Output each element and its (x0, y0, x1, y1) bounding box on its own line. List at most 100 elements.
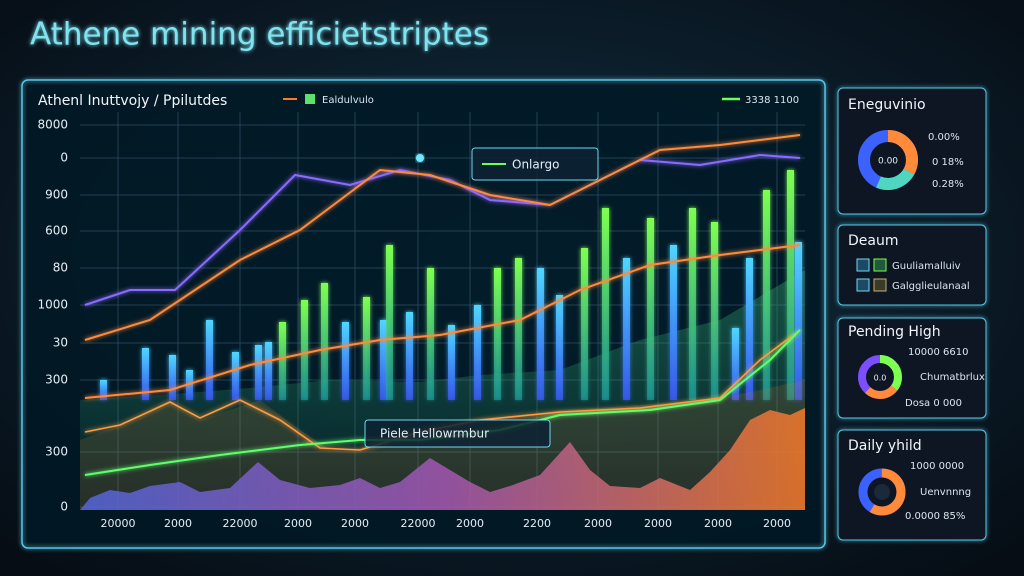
side-panel-title: Pending High (848, 324, 941, 340)
side-panel-label: Dosa 0 000 (905, 398, 962, 409)
line-series (84, 134, 801, 341)
bar (746, 258, 753, 400)
bar (342, 322, 349, 400)
side-panel-label: 0.28% (932, 179, 964, 190)
y-axis-label: 8000 (37, 118, 68, 132)
donut-center-label: 0.0 (874, 374, 887, 383)
y-axis-label: 900 (45, 188, 68, 202)
bar (537, 268, 544, 400)
side-panel-label: 0.00% (928, 132, 960, 143)
donut (858, 468, 906, 516)
side-panel-label: 1000 0000 (910, 461, 964, 472)
legend-label: 3338 1100 (745, 95, 799, 106)
bar (602, 208, 609, 400)
donut: 0.00 (858, 130, 918, 190)
x-axis-label: 2000 (763, 517, 791, 530)
bar (448, 325, 455, 400)
y-axis-label: 1000 (37, 298, 68, 312)
x-axis-label: 2000 (456, 517, 484, 530)
side-panel-title: Deaum (848, 233, 898, 249)
side-panel-label: Chumatbrlux (920, 372, 985, 383)
y-axis-label: 600 (45, 224, 68, 238)
line-series (84, 329, 801, 451)
side-panel-label: Uenvnnng (920, 487, 971, 498)
legend-swatch (856, 278, 870, 292)
bar (255, 345, 262, 400)
legend-label: Galgglieulanaal (892, 281, 970, 292)
line-series (84, 153, 801, 306)
x-axis-label: 22000 (223, 517, 258, 530)
area-series (80, 408, 805, 510)
side-panel-label: 0 18% (932, 157, 964, 168)
side-panel-label: 0.0000 85% (905, 511, 965, 522)
donut-segment (858, 355, 902, 399)
donut-hole (874, 484, 890, 500)
donut-segment (858, 130, 918, 190)
callout (364, 419, 551, 448)
bar (406, 312, 413, 400)
donut-segment (858, 355, 902, 399)
bar (581, 248, 588, 400)
y-axis-label: 30 (53, 336, 68, 350)
legend-swatch (305, 94, 315, 104)
y-axis-label: 80 (53, 261, 68, 275)
bar (623, 258, 630, 400)
x-axis-label: 2000 (584, 517, 612, 530)
bar (763, 190, 770, 400)
bar (301, 300, 308, 400)
page-title: Athene mining efficietstriptes (30, 17, 489, 53)
bar (787, 170, 794, 400)
bar (265, 342, 272, 400)
bar (494, 268, 501, 400)
y-axis-label: 0 (60, 151, 68, 165)
callout-label: Piele Hellowrmbur (380, 427, 489, 441)
bar (321, 283, 328, 400)
bar (515, 258, 522, 400)
x-axis-label: 2000 (704, 517, 732, 530)
bar (386, 245, 393, 400)
x-axis-label: 2000 (341, 517, 369, 530)
bar (474, 305, 481, 400)
donut-center-label: 0.00 (878, 157, 898, 167)
bar (689, 208, 696, 400)
bar (670, 245, 677, 400)
y-axis-label: 0 (60, 500, 68, 514)
bar (647, 218, 654, 400)
legend-label: Ealdulvulo (322, 95, 374, 106)
x-axis-label: 2000 (164, 517, 192, 530)
bar (169, 355, 176, 400)
bar (732, 328, 739, 400)
bar (232, 352, 239, 400)
legend-swatch (873, 258, 887, 272)
bars (100, 170, 802, 400)
x-axis-label: 2000 (644, 517, 672, 530)
bar (380, 320, 387, 400)
bar (795, 242, 802, 400)
callout-label: Onlargo (512, 158, 559, 172)
bar (100, 380, 107, 400)
x-axis-label: 20000 (101, 517, 136, 530)
panel-title: Athenl Inuttvojy / Ppilutdes (38, 93, 227, 109)
side-panel-title: Daily yhild (848, 438, 922, 454)
x-axis-label: 22000 (401, 517, 436, 530)
side-panel-label: 10000 6610 (908, 347, 968, 358)
x-axis-label: 2000 (284, 517, 312, 530)
legend-swatch (856, 258, 870, 272)
bar (279, 322, 286, 400)
bar (427, 268, 434, 400)
bar (206, 320, 213, 400)
bar (142, 348, 149, 400)
donut-segment (858, 130, 918, 190)
donut: 0.0 (858, 355, 902, 399)
side-panel-title: Eneguvinio (848, 97, 926, 113)
legend-label: Guuliamalluiv (892, 261, 961, 272)
legend-swatch (873, 278, 887, 292)
y-axis-label: 300 (45, 373, 68, 387)
callout (471, 147, 599, 181)
bar (556, 295, 563, 400)
marker (416, 154, 424, 162)
donut-segment (858, 468, 906, 516)
bar (711, 222, 718, 400)
